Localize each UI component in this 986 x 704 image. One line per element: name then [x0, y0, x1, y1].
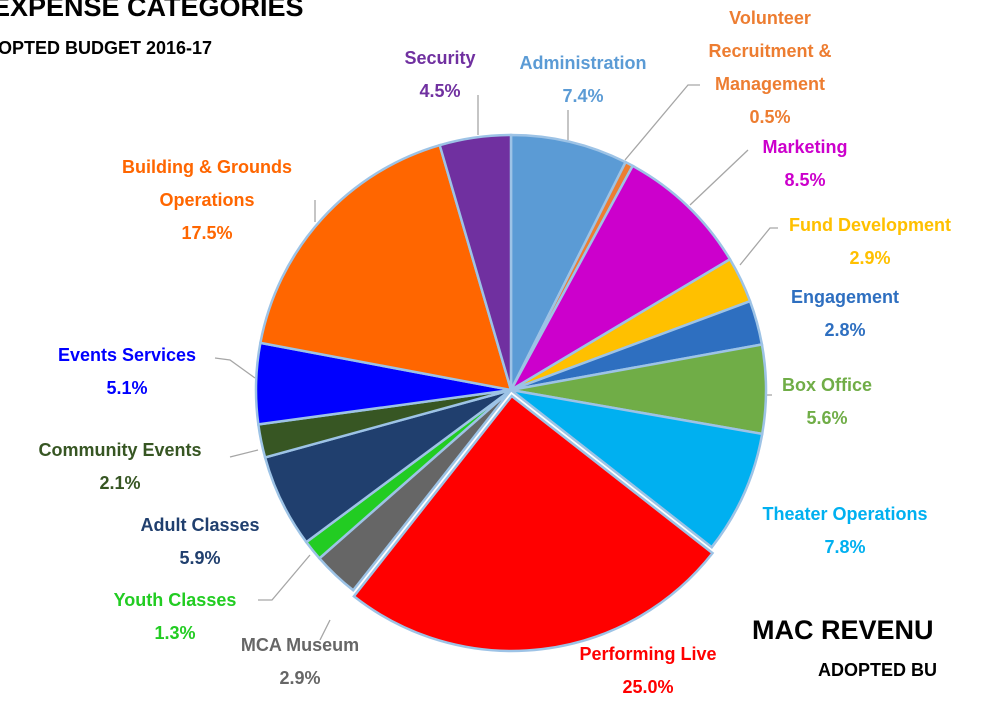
- pie-slice: [438, 133, 513, 391]
- leader-lines: [214, 84, 778, 641]
- pie-slice: [507, 164, 732, 394]
- category-label: Events Services: [57, 345, 197, 365]
- category-label: Administration: [519, 53, 647, 73]
- category-label: Volunteer Recruitment & Management: [708, 8, 832, 94]
- slice-label: Volunteer Recruitment & Management 0.5%: [685, 2, 855, 134]
- category-label: Engagement: [790, 287, 900, 307]
- category-label: Adult Classes: [140, 515, 260, 535]
- slice-label: Building & Grounds Operations 17.5%: [87, 151, 327, 250]
- value-label: 2.9%: [279, 668, 321, 688]
- category-label: Marketing: [762, 137, 848, 157]
- value-label: 1.3%: [154, 623, 196, 643]
- leader-line: [624, 84, 700, 161]
- pie-slice: [510, 388, 764, 549]
- value-label: 7.8%: [824, 537, 866, 557]
- category-label: Theater Operations: [762, 504, 928, 524]
- value-label: 5.6%: [806, 408, 848, 428]
- slice-label: Performing Live 25.0%: [553, 638, 743, 704]
- value-label: 2.1%: [99, 473, 141, 493]
- slice-label: Marketing 8.5%: [730, 131, 880, 197]
- category-label: Community Events: [38, 440, 202, 460]
- leader-line: [229, 449, 259, 458]
- pie-slice: [258, 143, 513, 392]
- leader-line: [214, 357, 256, 379]
- leader-line: [689, 149, 749, 206]
- category-label: Box Office: [781, 375, 873, 395]
- category-label: Youth Classes: [113, 590, 237, 610]
- value-label: 5.1%: [106, 378, 148, 398]
- chart-title: EXPENSE CATEGORIES: [0, 0, 304, 22]
- value-label: 4.5%: [419, 81, 461, 101]
- value-label: 0.5%: [749, 107, 791, 127]
- slice-label: Adult Classes 5.9%: [115, 509, 285, 575]
- category-label: Building & Grounds Operations: [122, 157, 292, 210]
- slice-label: Engagement 2.8%: [770, 281, 920, 347]
- value-label: 2.8%: [824, 320, 866, 340]
- chart-subtitle: OPTED BUDGET 2016-17: [0, 38, 213, 58]
- leader-line: [739, 227, 778, 266]
- category-label: Fund Development: [788, 215, 951, 235]
- value-label: 17.5%: [181, 223, 233, 243]
- value-label: 5.9%: [179, 548, 221, 568]
- slices: [254, 133, 768, 653]
- annotation: ADOPTED BU: [818, 660, 938, 680]
- slice-label: Box Office 5.6%: [762, 369, 892, 435]
- slice-label: MCA Museum 2.9%: [215, 629, 385, 695]
- slice-label: Security 4.5%: [385, 42, 495, 108]
- leader-line: [319, 619, 331, 641]
- pie-slice: [352, 394, 715, 653]
- annotation: MAC REVENU: [752, 615, 934, 645]
- slice-label: Community Events 2.1%: [5, 434, 235, 500]
- slice-label: Youth Classes 1.3%: [90, 584, 260, 650]
- slice-label: Fund Development 2.9%: [765, 209, 975, 275]
- slice-label: Events Services 5.1%: [27, 339, 227, 405]
- leader-line: [258, 554, 311, 601]
- value-label: 25.0%: [622, 677, 674, 697]
- pie-slice: [509, 133, 628, 391]
- category-label: Security: [404, 48, 476, 68]
- value-label: 2.9%: [849, 248, 891, 268]
- category-label: MCA Museum: [240, 635, 360, 655]
- value-label: 7.4%: [562, 86, 604, 106]
- slice-label: Theater Operations 7.8%: [730, 498, 960, 564]
- value-label: 8.5%: [784, 170, 826, 190]
- category-label: Performing Live: [579, 644, 717, 664]
- slice-label: Administration 7.4%: [493, 47, 673, 113]
